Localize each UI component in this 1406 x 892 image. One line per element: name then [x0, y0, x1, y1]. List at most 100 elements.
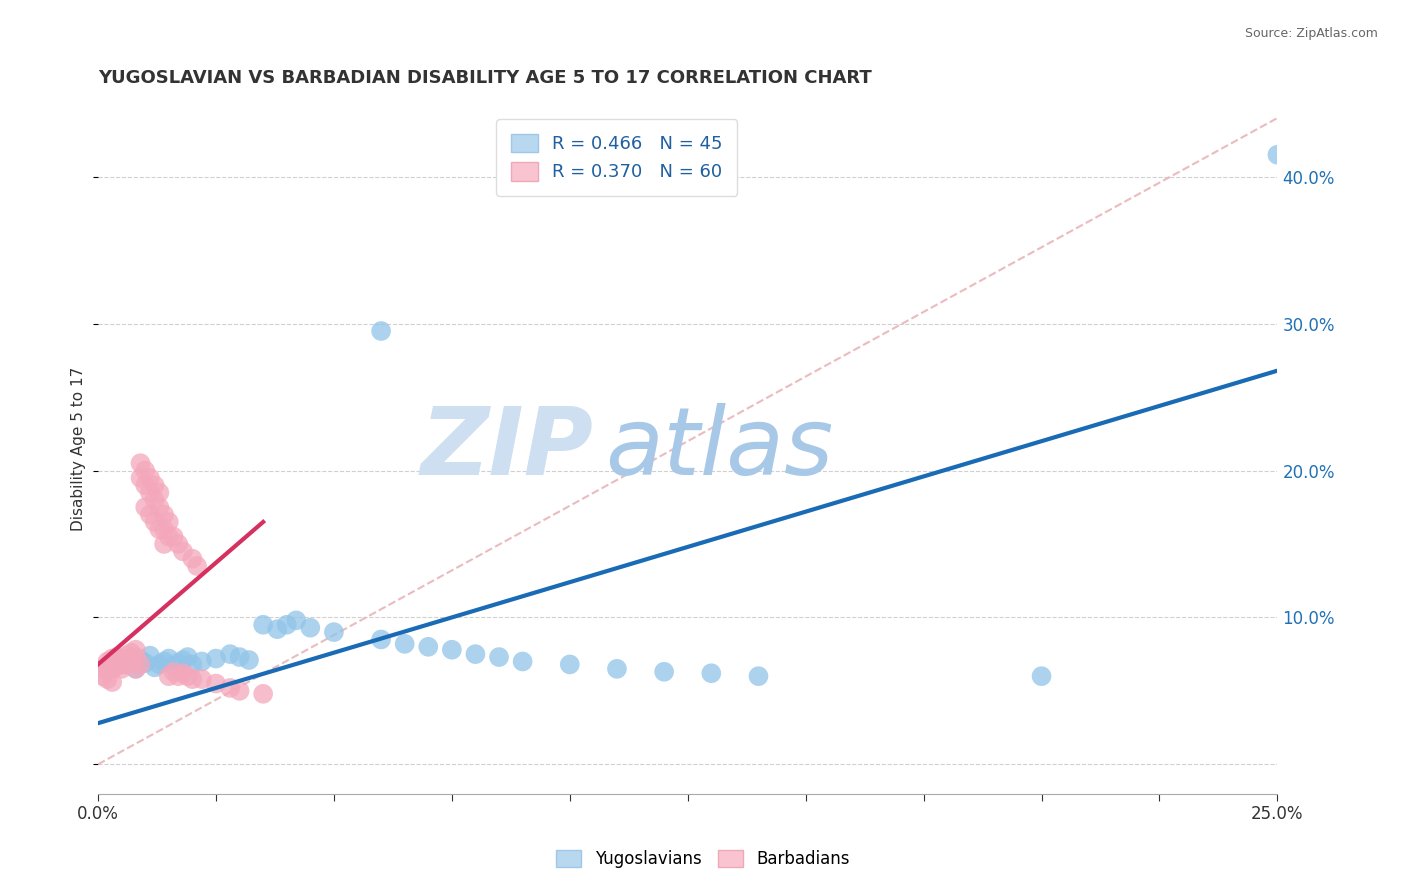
Point: [228, 684, 250, 698]
Point: [205, 651, 228, 665]
Point: [139, 485, 162, 500]
Point: [1267, 147, 1289, 161]
Point: [191, 655, 214, 669]
Point: [285, 613, 308, 627]
Point: [125, 662, 148, 676]
Point: [105, 651, 128, 665]
Point: [96, 655, 118, 669]
Point: [143, 478, 166, 492]
Point: [157, 651, 180, 665]
Point: [440, 642, 463, 657]
Point: [139, 508, 162, 522]
Point: [276, 617, 298, 632]
Point: [162, 665, 184, 679]
Point: [157, 669, 180, 683]
Point: [143, 515, 166, 529]
Point: [181, 657, 204, 672]
Point: [111, 657, 134, 672]
Point: [115, 657, 138, 672]
Point: [205, 676, 228, 690]
Point: [191, 672, 214, 686]
Point: [139, 648, 162, 663]
Point: [125, 650, 148, 665]
Point: [652, 665, 675, 679]
Point: [153, 655, 176, 669]
Point: [219, 681, 242, 695]
Point: [252, 687, 274, 701]
Point: [157, 530, 180, 544]
Point: [134, 500, 156, 515]
Point: [186, 559, 208, 574]
Point: [91, 662, 114, 676]
Point: [153, 508, 176, 522]
Point: [129, 653, 152, 667]
Point: [101, 651, 124, 665]
Point: [181, 551, 204, 566]
Point: [238, 653, 260, 667]
Point: [96, 659, 118, 673]
Point: [747, 669, 769, 683]
Point: [148, 522, 170, 536]
Point: [129, 471, 152, 485]
Point: [111, 655, 134, 669]
Point: [157, 515, 180, 529]
Point: [139, 471, 162, 485]
Point: [252, 617, 274, 632]
Point: [512, 655, 534, 669]
Text: Source: ZipAtlas.com: Source: ZipAtlas.com: [1244, 27, 1378, 40]
Point: [167, 656, 190, 670]
Point: [120, 656, 142, 670]
Point: [167, 669, 190, 683]
Point: [125, 642, 148, 657]
Point: [143, 660, 166, 674]
Point: [91, 669, 114, 683]
Point: [394, 637, 416, 651]
Point: [322, 625, 344, 640]
Point: [120, 651, 142, 665]
Point: [125, 662, 148, 676]
Text: atlas: atlas: [605, 403, 834, 494]
Point: [115, 657, 138, 672]
Point: [153, 522, 176, 536]
Point: [488, 650, 510, 665]
Y-axis label: Disability Age 5 to 17: Disability Age 5 to 17: [72, 367, 86, 531]
Point: [101, 657, 124, 672]
Point: [148, 500, 170, 515]
Point: [148, 657, 170, 672]
Point: [162, 530, 184, 544]
Point: [266, 622, 288, 636]
Point: [176, 650, 198, 665]
Point: [172, 653, 194, 667]
Point: [370, 632, 392, 647]
Point: [134, 656, 156, 670]
Point: [181, 672, 204, 686]
Point: [219, 647, 242, 661]
Point: [129, 456, 152, 470]
Point: [1031, 669, 1053, 683]
Legend: R = 0.466   N = 45, R = 0.370   N = 60: R = 0.466 N = 45, R = 0.370 N = 60: [496, 120, 737, 196]
Point: [176, 669, 198, 683]
Point: [418, 640, 440, 654]
Point: [143, 492, 166, 507]
Point: [558, 657, 581, 672]
Point: [101, 675, 124, 690]
Point: [111, 651, 134, 665]
Point: [167, 537, 190, 551]
Point: [153, 537, 176, 551]
Point: [111, 662, 134, 676]
Text: YUGOSLAVIAN VS BARBADIAN DISABILITY AGE 5 TO 17 CORRELATION CHART: YUGOSLAVIAN VS BARBADIAN DISABILITY AGE …: [98, 69, 872, 87]
Point: [129, 657, 152, 672]
Point: [299, 621, 322, 635]
Point: [105, 650, 128, 665]
Point: [172, 544, 194, 558]
Point: [148, 485, 170, 500]
Point: [96, 662, 118, 676]
Point: [172, 666, 194, 681]
Point: [700, 666, 723, 681]
Point: [134, 464, 156, 478]
Point: [105, 655, 128, 669]
Point: [115, 648, 138, 663]
Point: [115, 655, 138, 669]
Point: [96, 672, 118, 686]
Point: [120, 650, 142, 665]
